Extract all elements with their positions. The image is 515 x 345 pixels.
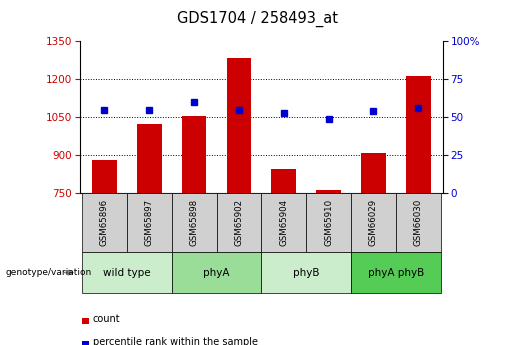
Text: percentile rank within the sample: percentile rank within the sample bbox=[93, 337, 258, 345]
Bar bbox=[306, 193, 351, 252]
Bar bbox=[271, 169, 296, 193]
Text: wild type: wild type bbox=[103, 268, 151, 277]
Text: genotype/variation: genotype/variation bbox=[5, 268, 91, 277]
Bar bbox=[82, 252, 171, 293]
Text: GSM66030: GSM66030 bbox=[414, 199, 423, 246]
Bar bbox=[82, 193, 127, 252]
Bar bbox=[227, 58, 251, 193]
Text: phyB: phyB bbox=[293, 268, 319, 277]
Text: GSM65897: GSM65897 bbox=[145, 199, 154, 246]
Bar bbox=[361, 153, 386, 193]
Text: GDS1704 / 258493_at: GDS1704 / 258493_at bbox=[177, 10, 338, 27]
Text: phyA: phyA bbox=[203, 268, 230, 277]
Bar bbox=[216, 193, 261, 252]
Bar bbox=[182, 116, 207, 193]
Bar bbox=[406, 76, 431, 193]
Text: count: count bbox=[93, 314, 121, 324]
Text: GSM65896: GSM65896 bbox=[100, 199, 109, 246]
Bar bbox=[171, 252, 261, 293]
Bar bbox=[137, 125, 162, 193]
Bar bbox=[351, 252, 441, 293]
Bar bbox=[261, 252, 351, 293]
Bar bbox=[127, 193, 171, 252]
Text: GSM66029: GSM66029 bbox=[369, 199, 378, 246]
Bar bbox=[351, 193, 396, 252]
Text: GSM65910: GSM65910 bbox=[324, 199, 333, 246]
Text: GSM65902: GSM65902 bbox=[234, 199, 244, 246]
Bar bbox=[92, 160, 117, 193]
Text: GSM65904: GSM65904 bbox=[279, 199, 288, 246]
Text: phyA phyB: phyA phyB bbox=[368, 268, 424, 277]
Text: GSM65898: GSM65898 bbox=[190, 199, 199, 246]
Bar bbox=[316, 190, 341, 193]
Bar bbox=[171, 193, 216, 252]
Bar bbox=[396, 193, 441, 252]
Bar bbox=[261, 193, 306, 252]
